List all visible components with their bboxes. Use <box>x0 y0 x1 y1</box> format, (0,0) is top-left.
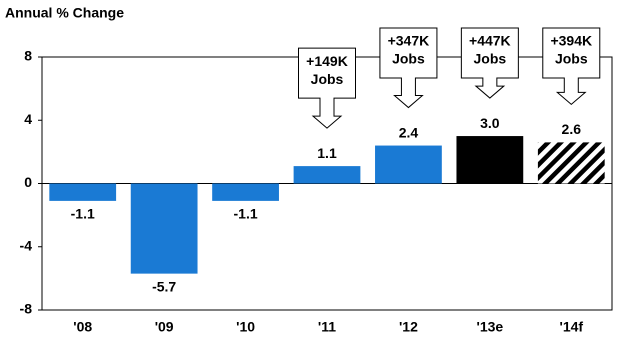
callout-text: +447K <box>469 33 511 49</box>
callout <box>379 27 438 109</box>
x-tick-label: '08 <box>73 319 92 335</box>
value-label: -1.1 <box>71 206 95 222</box>
callout-text: Jobs <box>392 51 425 67</box>
callout <box>460 27 519 99</box>
x-tick-label: '13e <box>477 319 504 335</box>
x-tick-label: '12 <box>399 319 418 335</box>
bar <box>212 183 279 201</box>
bar <box>49 183 117 201</box>
callout-text: Jobs <box>474 51 507 67</box>
value-label: 3.0 <box>480 115 500 131</box>
bar <box>293 166 361 184</box>
x-tick-label: '09 <box>155 319 174 335</box>
x-tick-label: '10 <box>236 319 255 335</box>
value-label: -1.1 <box>234 206 258 222</box>
callout-text: +394K <box>550 33 592 49</box>
bar <box>456 136 524 184</box>
value-label: -5.7 <box>152 278 176 294</box>
callout <box>298 47 356 129</box>
y-tick-label: 0 <box>24 174 32 190</box>
value-label: 2.6 <box>562 121 582 137</box>
x-tick-label: '11 <box>318 319 336 335</box>
bar <box>130 183 198 274</box>
y-tick-label: -4 <box>20 237 33 253</box>
y-tick-label: 4 <box>24 111 32 127</box>
y-tick-label: -8 <box>20 301 33 317</box>
bar <box>537 142 605 184</box>
value-label: 1.1 <box>317 145 337 161</box>
bar <box>375 145 442 184</box>
value-label: 2.4 <box>399 124 419 140</box>
callout-text: Jobs <box>311 71 344 87</box>
x-tick-label: '14f <box>559 319 583 335</box>
callout <box>542 27 601 106</box>
callout-text: +347K <box>388 33 430 49</box>
callout-text: +149K <box>306 53 348 69</box>
callout-text: Jobs <box>555 51 588 67</box>
axis-title: Annual % Change <box>5 5 124 21</box>
y-tick-label: 8 <box>24 48 32 64</box>
